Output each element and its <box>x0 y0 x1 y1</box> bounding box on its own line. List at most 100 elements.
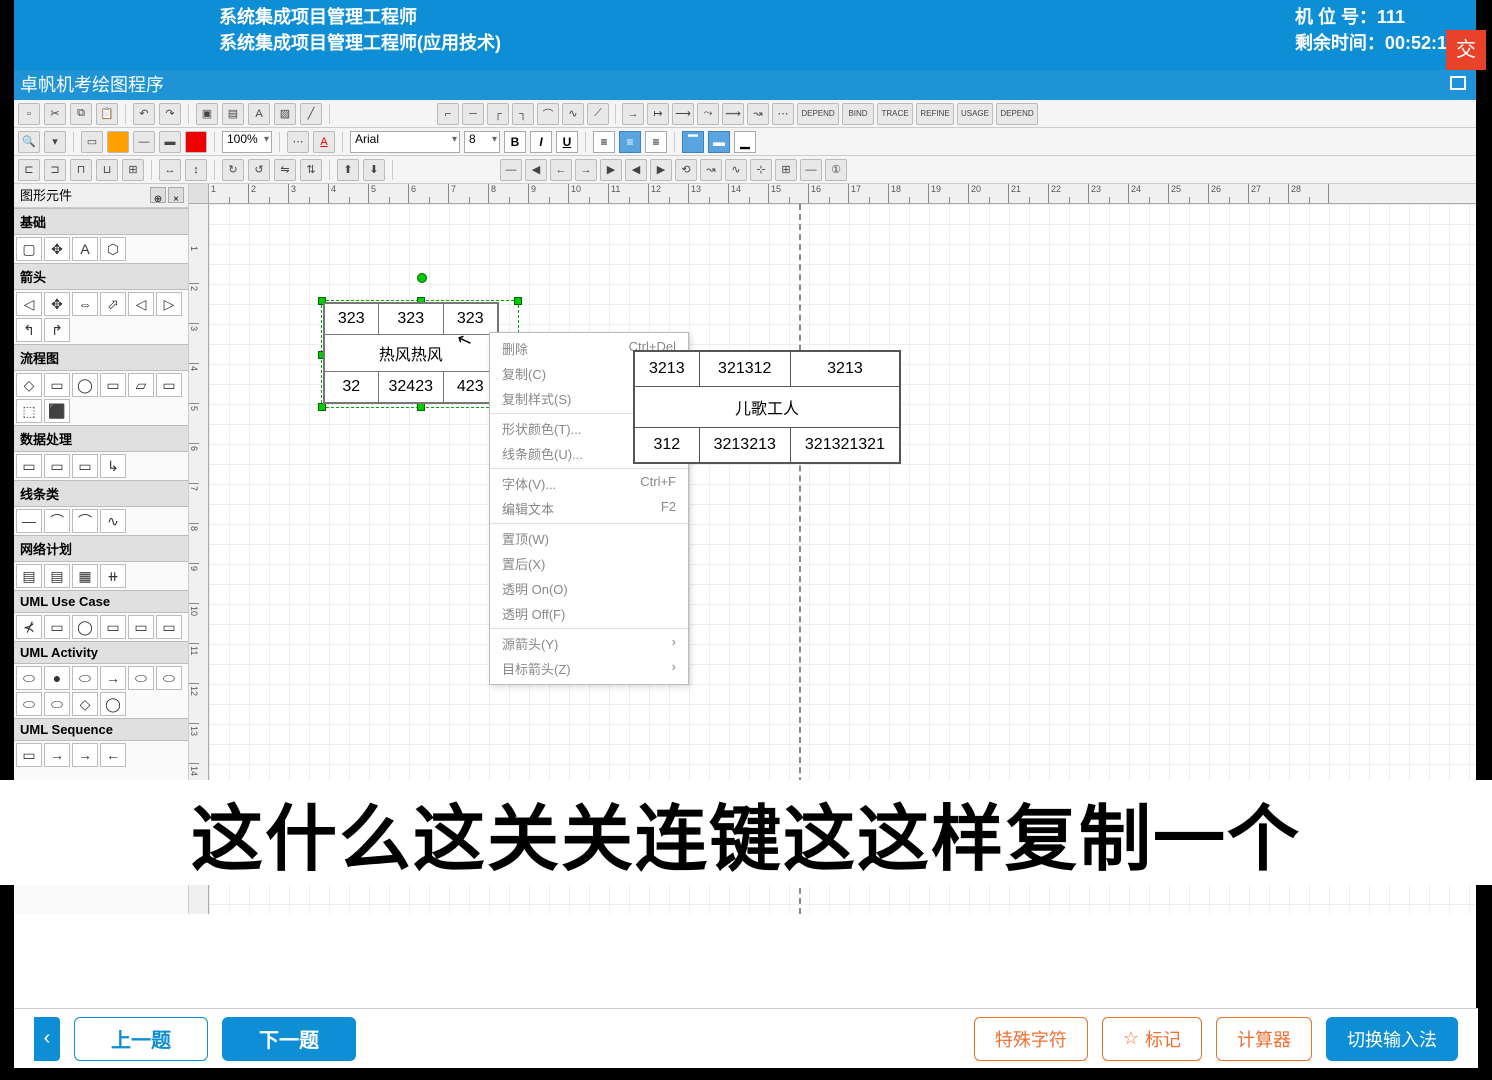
shape-button[interactable]: ▭ <box>100 615 126 639</box>
depend-label[interactable]: DEPEND <box>797 103 839 125</box>
cut-icon[interactable]: ✂ <box>44 103 66 125</box>
italic-button[interactable]: I <box>530 131 552 153</box>
nav-icon[interactable]: ⟲ <box>675 159 697 181</box>
redo-icon[interactable]: ↷ <box>159 103 181 125</box>
category-header[interactable]: 基础 <box>14 208 188 235</box>
connector-icon[interactable]: ┐ <box>512 103 534 125</box>
category-header[interactable]: 数据处理 <box>14 425 188 452</box>
fill-icon[interactable]: ▨ <box>274 103 296 125</box>
table-cell[interactable]: 321321321 <box>790 428 900 464</box>
align-center-button[interactable]: ≡ <box>619 131 641 153</box>
color-dropdown-icon[interactable]: ▾ <box>44 131 66 153</box>
order-icon[interactable]: ⬆ <box>337 159 359 181</box>
context-menu-item[interactable]: 目标箭头(Z)› <box>490 656 688 681</box>
next-question-button[interactable]: 下一题 <box>222 1017 356 1061</box>
shape-button[interactable]: ⌒ <box>44 509 70 533</box>
shape-button[interactable]: ⬚ <box>16 399 42 423</box>
nav-icon[interactable]: ― <box>800 159 822 181</box>
connector-icon[interactable]: ⌒ <box>537 103 559 125</box>
shape-button[interactable]: ▱ <box>128 373 154 397</box>
line-style-icon[interactable]: ― <box>133 131 155 153</box>
line-icon[interactable]: ╱ <box>300 103 322 125</box>
shape-button[interactable]: ◁ <box>16 292 42 316</box>
shape-button[interactable]: ◁ <box>128 292 154 316</box>
shape-button[interactable]: ― <box>16 509 42 533</box>
shape-button[interactable]: ◇ <box>16 373 42 397</box>
shape-button[interactable]: ∿ <box>100 509 126 533</box>
align-icon[interactable]: ⊓ <box>70 159 92 181</box>
shape-button[interactable]: ✥ <box>44 237 70 261</box>
context-menu-item[interactable]: 置后(X) <box>490 551 688 576</box>
rotate-icon[interactable]: ↻ <box>222 159 244 181</box>
valign-mid-button[interactable]: ▬ <box>708 131 730 153</box>
shape-button[interactable]: ⌒ <box>72 509 98 533</box>
shape-button[interactable]: ⬀ <box>100 292 126 316</box>
shape-button[interactable]: ✥ <box>44 292 70 316</box>
line-weight-icon[interactable]: ▬ <box>159 131 181 153</box>
connector-icon[interactable]: ∿ <box>562 103 584 125</box>
shape-button[interactable]: ▤ <box>16 564 42 588</box>
special-chars-button[interactable]: 特殊字符 <box>974 1017 1088 1061</box>
table-cell[interactable]: 32423 <box>378 372 444 404</box>
undo-icon[interactable]: ↶ <box>133 103 155 125</box>
table-cell[interactable]: 32 <box>324 372 378 404</box>
shape-button[interactable]: ⬭ <box>128 666 154 690</box>
shape-button[interactable]: ▭ <box>44 615 70 639</box>
shape-button[interactable]: ↳ <box>100 454 126 478</box>
nav-icon[interactable]: ▶ <box>600 159 622 181</box>
shape-button[interactable]: ⬭ <box>72 666 98 690</box>
arrow-style-icon[interactable]: ↦ <box>647 103 669 125</box>
shape-button[interactable]: ⬭ <box>156 666 182 690</box>
table-1[interactable]: 323 323 323 热风热风 32 32423 423 <box>323 302 499 404</box>
paste-icon[interactable]: 📋 <box>96 103 118 125</box>
shape-button[interactable]: ▦ <box>72 564 98 588</box>
group-icon[interactable]: ▣ <box>196 103 218 125</box>
shape-button[interactable]: ⇔ <box>72 292 98 316</box>
nav-icon[interactable]: ← <box>550 159 572 181</box>
shape-button[interactable]: ← <box>100 743 126 767</box>
panel-close-icon[interactable]: × <box>168 187 184 203</box>
text-tool-icon[interactable]: A <box>248 103 270 125</box>
arrow-style-icon[interactable]: ⟿ <box>722 103 744 125</box>
shape-button[interactable]: ▭ <box>16 743 42 767</box>
category-header[interactable]: 箭头 <box>14 263 188 290</box>
shape-button[interactable]: ⬭ <box>16 666 42 690</box>
nav-icon[interactable]: ⊹ <box>750 159 772 181</box>
shape-button[interactable]: → <box>100 666 126 690</box>
resize-handle[interactable] <box>417 403 425 411</box>
usage-label[interactable]: USAGE <box>957 103 993 125</box>
ime-button[interactable]: 切换输入法 <box>1326 1017 1458 1061</box>
connector-icon[interactable]: ⌐ <box>437 103 459 125</box>
arrow-style-icon[interactable]: → <box>622 103 644 125</box>
fill-color-icon[interactable] <box>107 131 129 153</box>
align-icon[interactable]: ⊏ <box>18 159 40 181</box>
distribute-icon[interactable]: ↕ <box>185 159 207 181</box>
bold-button[interactable]: B <box>504 131 526 153</box>
arrow-style-icon[interactable]: ⋯ <box>772 103 794 125</box>
shape-button[interactable]: → <box>72 743 98 767</box>
table-cell[interactable]: 321312 <box>699 351 790 387</box>
category-header[interactable]: UML Sequence <box>14 718 188 741</box>
shape-button[interactable]: ⊀ <box>16 615 42 639</box>
refine-label[interactable]: REFINE <box>916 103 954 125</box>
font-name-combo[interactable]: Arial <box>350 131 460 153</box>
prev-question-button[interactable]: 上一题 <box>74 1017 208 1061</box>
shape-button[interactable]: ▭ <box>156 373 182 397</box>
context-menu-item[interactable]: 编辑文本F2 <box>490 496 688 524</box>
table-cell[interactable]: 323 <box>324 303 378 335</box>
arrow-style-icon[interactable]: ⟶ <box>672 103 694 125</box>
table-cell[interactable]: 3213 <box>790 351 900 387</box>
nav-icon[interactable]: ∿ <box>725 159 747 181</box>
zoom-icon[interactable]: 🔍 <box>18 131 40 153</box>
table-cell[interactable]: 323 <box>378 303 444 335</box>
line-color-icon[interactable] <box>185 131 207 153</box>
shape-button[interactable]: ↰ <box>16 318 42 342</box>
shape-button[interactable]: ⧺ <box>100 564 126 588</box>
nav-icon[interactable]: → <box>575 159 597 181</box>
shape-button[interactable]: ⬭ <box>16 692 42 716</box>
table-cell[interactable]: 3213213 <box>699 428 790 464</box>
zoom-combo[interactable]: 100% <box>222 131 272 153</box>
category-header[interactable]: UML Use Case <box>14 590 188 613</box>
table-cell[interactable]: 儿歌工人 <box>634 387 900 428</box>
ungroup-icon[interactable]: ▤ <box>222 103 244 125</box>
